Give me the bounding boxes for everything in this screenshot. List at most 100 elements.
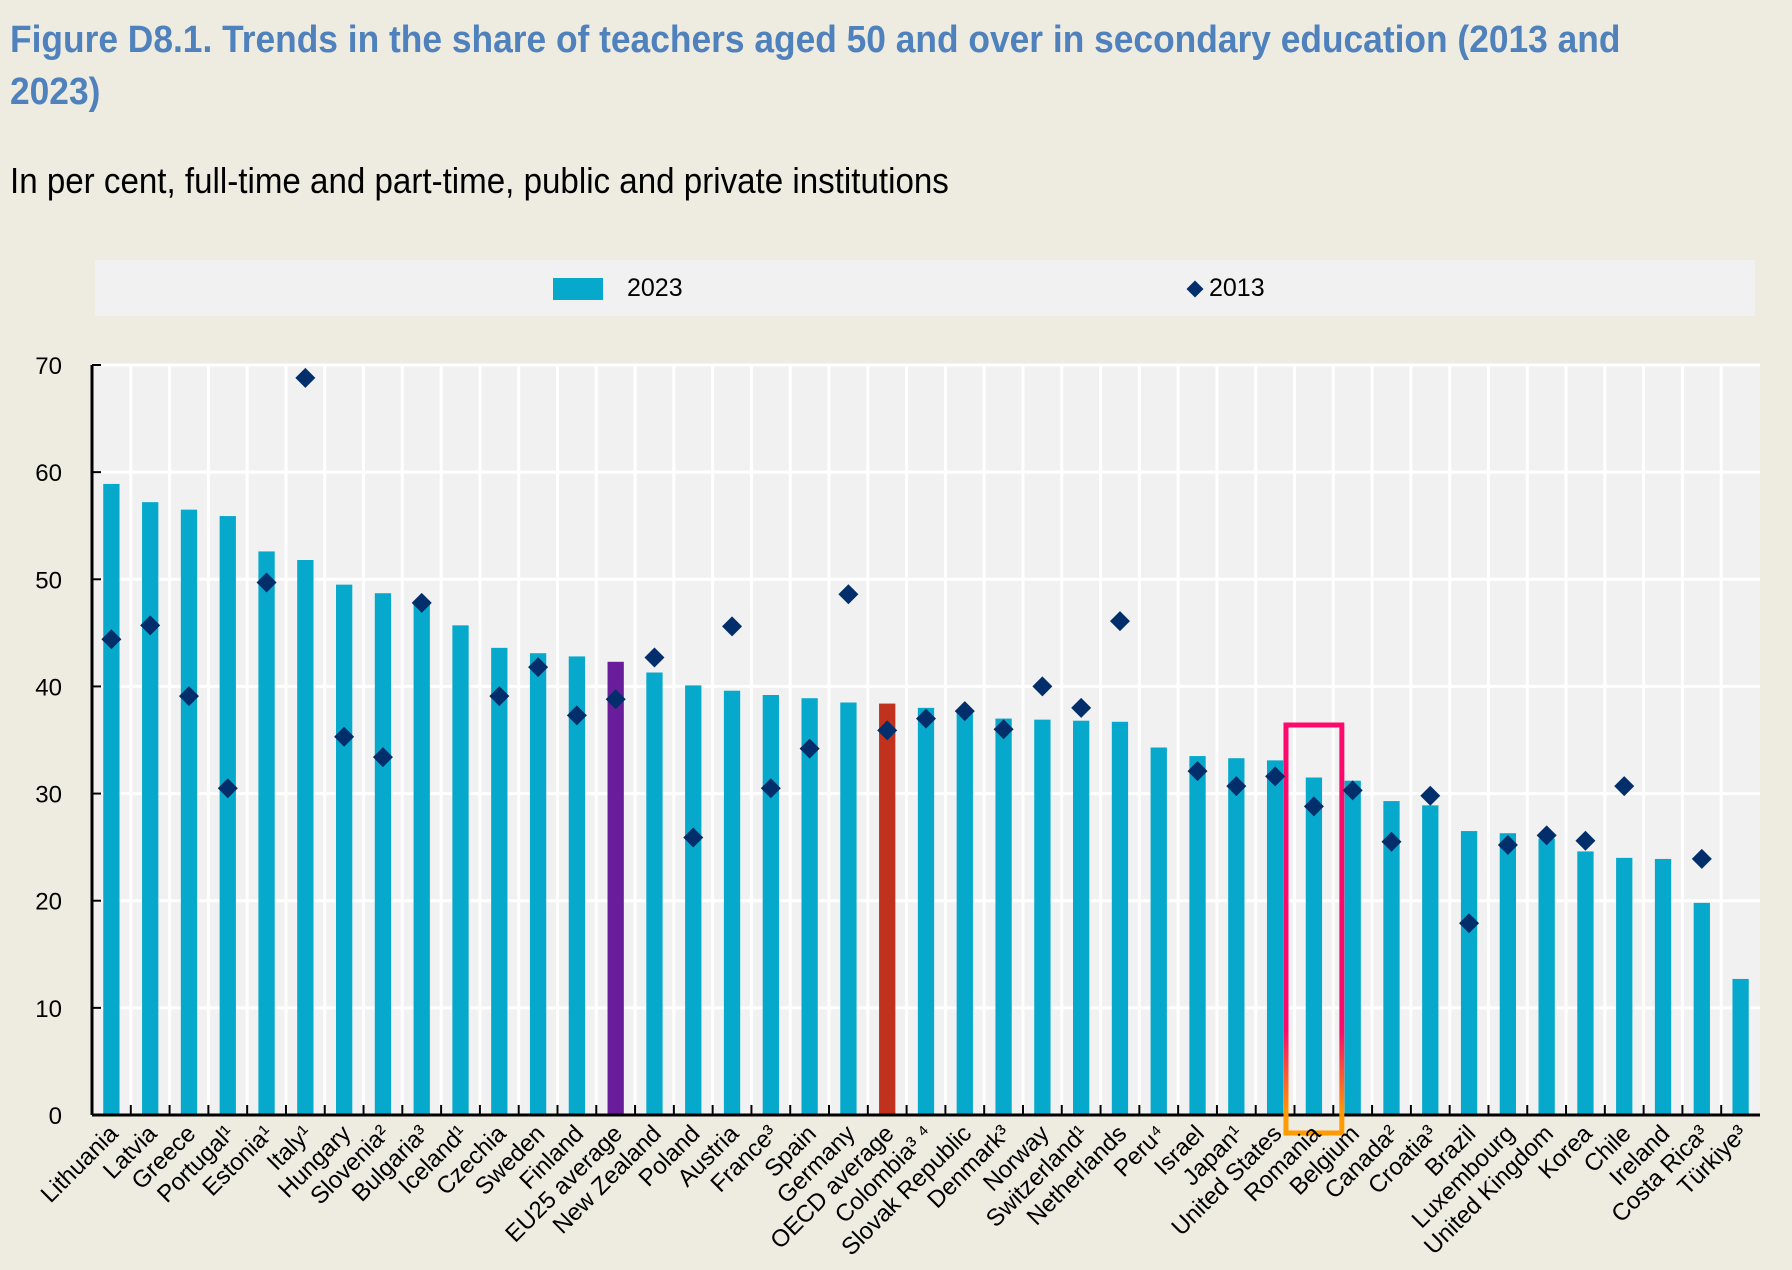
marker-2013 [1497, 835, 1518, 855]
y-tick-label: 50 [35, 567, 62, 594]
bar-2023 [452, 625, 469, 1115]
y-tick-label: 10 [35, 996, 62, 1023]
legend-item-2013: 2013 [1186, 274, 1265, 303]
bar-2023 [1111, 721, 1129, 1115]
bar-2023 [1073, 720, 1090, 1115]
bar-2023 [1693, 902, 1710, 1115]
bar-2023 [1654, 858, 1672, 1115]
y-tick-label: 40 [35, 674, 62, 701]
marker-2013 [916, 708, 936, 729]
bar-2023 [1228, 758, 1245, 1115]
bar-2023 [374, 593, 392, 1115]
marker-2013 [528, 657, 549, 678]
marker-2013 [1109, 611, 1130, 632]
bar-2023 [879, 703, 896, 1115]
legend-item-2023: 2023 [553, 274, 683, 303]
bar-2023 [219, 516, 236, 1115]
marker-2013 [1226, 776, 1247, 797]
y-tick-label: 70 [35, 353, 62, 380]
marker-2013 [993, 719, 1014, 740]
legend-label-2023: 2023 [627, 274, 683, 302]
bar-2023 [956, 712, 973, 1115]
bar-2023 [142, 502, 159, 1116]
marker-2013 [877, 720, 898, 741]
y-tick-label: 30 [35, 782, 62, 809]
marker-2013 [1071, 697, 1092, 718]
marker-2013 [1342, 780, 1363, 801]
chart-subtitle: In per cent, full-time and part-time, pu… [10, 160, 949, 201]
bar-2023 [1499, 833, 1517, 1115]
bar-2023 [1732, 978, 1749, 1115]
marker-2013 [838, 584, 859, 605]
bar-2023 [685, 685, 702, 1115]
bar-2023 [568, 656, 586, 1115]
highlight-box [1283, 722, 1345, 1136]
marker-2013 [295, 367, 316, 388]
bar-2023 [801, 698, 818, 1115]
legend-bar-swatch [553, 277, 603, 300]
legend-label-2013: 2013 [1209, 274, 1265, 302]
marker-2013 [605, 689, 626, 710]
chart-title: Figure D8.1. Trends in the share of teac… [10, 19, 1621, 113]
bar-2023 [413, 600, 430, 1115]
bar-2023 [529, 653, 547, 1115]
marker-2013 [566, 705, 587, 726]
marker-2013 [334, 726, 355, 747]
marker-2013 [101, 629, 122, 650]
marker-2013 [760, 778, 781, 799]
marker-2013 [1420, 785, 1441, 806]
legend: 2023 2013 [95, 260, 1755, 316]
marker-2013 [178, 686, 199, 707]
bar-2023 [917, 707, 935, 1115]
bar-2023 [1189, 756, 1206, 1115]
marker-2013 [722, 616, 743, 637]
bar-2023 [995, 718, 1012, 1115]
marker-2013 [140, 615, 161, 636]
y-tick-label: 0 [49, 1103, 62, 1130]
marker-2013 [1032, 676, 1053, 697]
marker-2013 [1303, 796, 1324, 817]
marker-2013 [217, 778, 238, 799]
marker-2013 [372, 747, 393, 768]
bar-2023 [1422, 805, 1439, 1115]
marker-2013 [1614, 776, 1635, 797]
bar-2023 [1305, 777, 1323, 1115]
marker-2013 [489, 686, 510, 707]
marker-2013 [1691, 848, 1712, 869]
bar-2023 [491, 647, 508, 1115]
bar-2023 [1034, 719, 1051, 1115]
bar-2023 [646, 672, 663, 1115]
bar-2023 [723, 690, 741, 1115]
bar-2023 [607, 661, 624, 1115]
bar-2023 [103, 483, 120, 1115]
bar-2023 [258, 551, 275, 1115]
marker-2013 [799, 738, 820, 759]
marker-2013 [1187, 761, 1208, 782]
y-tick-label: 20 [35, 889, 62, 916]
marker-2013 [1381, 831, 1402, 852]
bar-2023 [1383, 801, 1400, 1115]
marker-2013 [1536, 825, 1557, 846]
marker-2013 [411, 592, 432, 613]
marker-2013 [1575, 830, 1596, 851]
bar-2023 [335, 584, 353, 1115]
marker-2013 [954, 701, 975, 722]
bar-2023 [1460, 831, 1478, 1115]
marker-2013 [256, 572, 277, 593]
bar-2023 [1577, 851, 1594, 1115]
bar-2023 [1616, 857, 1633, 1115]
bar-2023 [1150, 747, 1167, 1115]
marker-2013 [683, 827, 704, 848]
bar-2023 [297, 560, 314, 1115]
bar-2023 [1538, 838, 1555, 1115]
bar-2023 [1266, 760, 1284, 1115]
bar-2023 [762, 695, 779, 1115]
bar-2023 [840, 702, 857, 1115]
bar-2023 [180, 509, 198, 1116]
marker-2013 [1459, 913, 1480, 934]
marker-2013 [1265, 766, 1286, 787]
marker-2013 [644, 647, 665, 668]
bar-2023 [1344, 780, 1361, 1115]
y-tick-label: 60 [35, 460, 62, 487]
